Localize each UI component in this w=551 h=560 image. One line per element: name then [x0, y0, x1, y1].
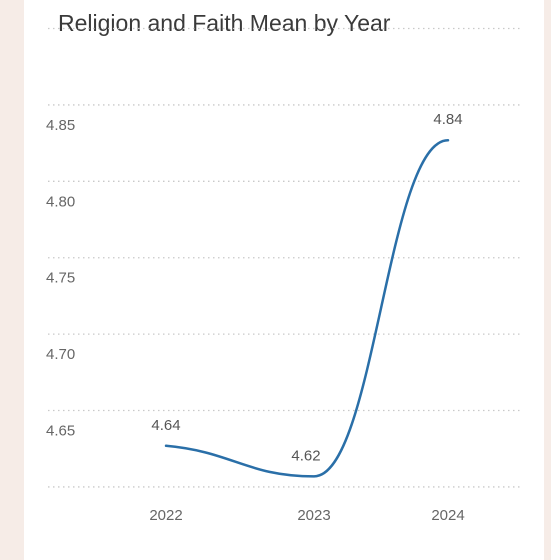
data-label: 4.84 [433, 111, 462, 128]
data-label-bg [286, 445, 326, 465]
line-chart: 4.65 4.70 4.75 4.80 4.85 2022 2023 2024 4.64 4.62… [46, 27, 522, 524]
series-line [164, 138, 450, 478]
y-tick-label: 4.80 [46, 193, 75, 210]
data-label: 4.64 [151, 417, 180, 434]
data-label-bg [146, 414, 186, 434]
chart-title: Religion and Faith Mean by Year [58, 10, 391, 36]
chart-card: Religion and Faith Mean by Year 4.65 4.70… [24, 0, 544, 560]
data-label-bg [428, 109, 468, 129]
x-tick-label: 2024 [431, 507, 464, 524]
data-label: 4.62 [291, 447, 320, 464]
y-tick-label: 4.65 [46, 423, 75, 440]
y-tick-label: 4.70 [46, 346, 75, 363]
x-tick-label: 2022 [149, 507, 182, 524]
y-tick-label: 4.85 [46, 117, 75, 134]
y-tick-label: 4.75 [46, 270, 75, 287]
x-tick-label: 2023 [297, 507, 330, 524]
